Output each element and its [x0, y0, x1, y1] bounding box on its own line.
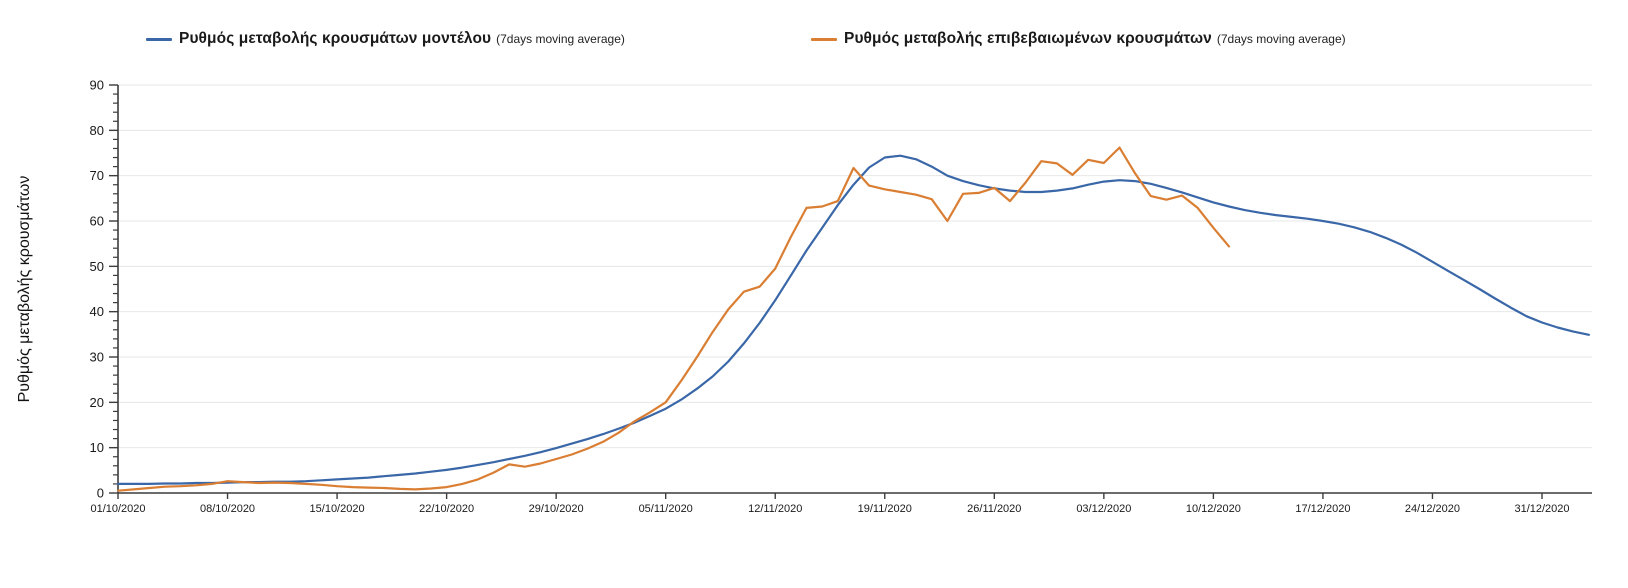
x-tick-label: 01/10/2020: [90, 503, 145, 515]
y-axis: 0 10 20 30 40 50 60 70 80 90: [90, 78, 119, 501]
x-tick-label: 22/10/2020: [419, 503, 474, 515]
x-tick-label: 24/12/2020: [1405, 503, 1460, 515]
y-tick-label: 40: [90, 304, 104, 319]
x-tick-label: 19/11/2020: [858, 503, 912, 515]
y-tick-label: 30: [90, 350, 104, 365]
legend-suffix-model: (7days moving average): [496, 32, 625, 46]
legend-line-icon-model: [146, 37, 172, 41]
x-tick-label: 31/12/2020: [1514, 503, 1569, 515]
x-tick-label: 12/11/2020: [748, 503, 802, 515]
x-tick-label: 17/12/2020: [1295, 503, 1350, 515]
x-tick-label: 05/11/2020: [639, 503, 693, 515]
y-axis-title: Ρυθμός μεταβολής κρουσμάτων: [16, 175, 33, 403]
legend-label-model: Ρυθμός μεταβολής κρουσμάτων μοντέλου: [179, 30, 492, 47]
x-tick-label: 15/10/2020: [310, 503, 365, 515]
legend-label-confirmed: Ρυθμός μεταβολής επιβεβαιωμένων κρουσμάτ…: [844, 30, 1212, 47]
x-tick-label: 29/10/2020: [529, 503, 584, 515]
y-tick-label: 20: [90, 395, 104, 410]
x-axis: 01/10/2020 08/10/2020 15/10/2020 22/10/2020…: [90, 492, 1592, 515]
x-tick-label: 03/12/2020: [1076, 503, 1131, 515]
legend-line-icon-confirmed: [811, 37, 837, 41]
x-tick-label: 26/11/2020: [967, 503, 1021, 515]
series-line-model: [116, 154, 1591, 485]
y-tick-label: 10: [90, 440, 104, 455]
series-line-confirmed: [116, 146, 1231, 492]
legend-item-model: Ρυθμός μεταβολής κρουσμάτων μοντέλου (7d…: [146, 30, 625, 48]
legend-suffix-confirmed: (7days moving average): [1216, 32, 1346, 46]
y-tick-label: 80: [90, 123, 104, 138]
y-tick-label: 60: [90, 214, 104, 229]
chart-legend: Ρυθμός μεταβολής κρουσμάτων μοντέλου (7d…: [0, 0, 1628, 56]
legend-item-confirmed: Ρυθμός μεταβολής επιβεβαιωμένων κρουσμάτ…: [811, 30, 1346, 48]
y-tick-label: 70: [90, 168, 104, 183]
y-tick-label: 0: [97, 486, 104, 501]
x-tick-label: 08/10/2020: [200, 503, 255, 515]
y-gridlines: [118, 84, 1592, 449]
x-tick-label: 10/12/2020: [1186, 503, 1241, 515]
y-tick-label: 50: [90, 259, 104, 274]
y-tick-label: 90: [90, 78, 104, 93]
